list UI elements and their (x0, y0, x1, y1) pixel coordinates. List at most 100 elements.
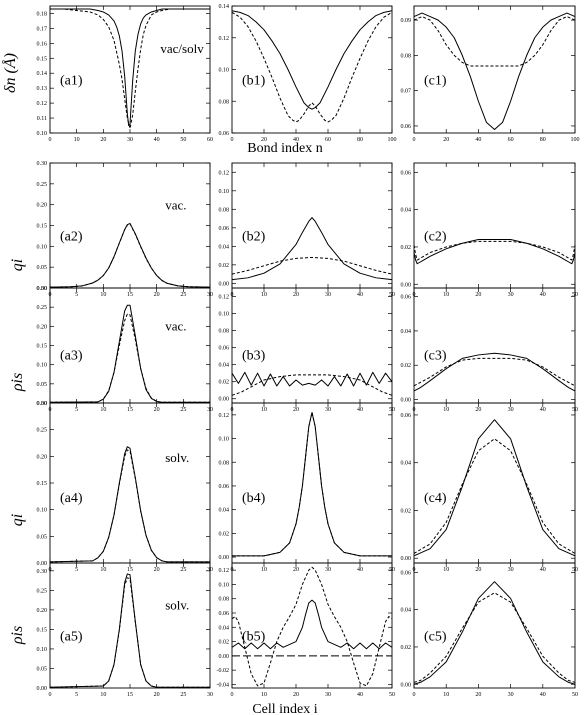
panel-label: (a5) (60, 630, 83, 645)
series-line-solid (231, 599, 393, 650)
y-tick-label: 0.10 (37, 508, 48, 514)
ylabel-row2: qi (9, 259, 26, 271)
y-tick-label: 0.10 (37, 363, 48, 369)
panel-label: (b5) (242, 630, 266, 645)
y-tick-label: 0.02 (401, 363, 412, 369)
x-tick-label: 10 (261, 692, 267, 698)
x-tick-label: 100 (388, 137, 397, 143)
y-tick-label: 0.15 (37, 481, 48, 487)
y-tick-label: 0.14 (37, 71, 48, 77)
panel-a5: 0 5 10 15 20 25 30 0.00 0.05 0.10 0.15 0.20 0.25 0.30… (37, 562, 213, 698)
y-tick-label: 0.25 (37, 428, 48, 434)
y-tick-label: 0.00 (219, 654, 230, 660)
y-tick-label: 0.02 (401, 245, 412, 251)
y-tick-label: 0.14 (219, 4, 230, 10)
y-tick-label: 0.00 (401, 556, 412, 562)
x-tick-label: 40 (540, 567, 546, 573)
panel-frame (413, 5, 576, 134)
x-tick-label: 5 (75, 692, 78, 698)
y-tick-label: 0.04 (219, 625, 230, 631)
panel-a2: 0 5 10 15 20 25 300.000.050.100.150.200.250.30… (37, 161, 214, 298)
panel-frame (413, 287, 576, 404)
panel-label: (a3) (60, 348, 83, 363)
ylabel-row3: ρis (9, 373, 26, 392)
panel-annotation: solv. (165, 450, 189, 465)
panel-annotation: vac/solv (160, 41, 204, 56)
y-tick-label: 0.18 (37, 11, 48, 17)
series-line-solid (231, 10, 393, 110)
series-line-solid (231, 217, 393, 281)
series-line-solid (232, 411, 392, 557)
y-tick-label: 0.20 (37, 324, 48, 330)
x-tick-label: 10 (443, 407, 449, 413)
x-tick-label: 40 (540, 692, 546, 698)
panel-label: (b4) (242, 491, 266, 506)
x-tick-label: 10 (443, 567, 449, 573)
panel-label: (a4) (60, 491, 83, 506)
x-tick-label: 30 (508, 292, 514, 298)
y-tick-label: 0.30 (37, 569, 48, 575)
x-tick-label: 5 (75, 407, 78, 413)
panel-a1: 0 10 20 30 40 50 60 0.10 0.11 0.12 0.13 0.14 0.15 0.1… (37, 5, 213, 143)
x-tick-label: 40 (154, 137, 160, 143)
panel-annotation: vac. (165, 319, 186, 334)
y-tick-label: 0.08 (219, 597, 230, 603)
x-tick-label: 10 (443, 292, 449, 298)
x-tick-label: 25 (180, 292, 186, 298)
series-line-dashed (232, 411, 392, 557)
x-tick-label: 40 (475, 137, 481, 143)
y-tick-label: 0.05 (37, 265, 48, 271)
y-tick-label: 0.10 (219, 437, 230, 443)
ylabel-row1: δn (Å) (1, 53, 19, 93)
y-tick-label: 0.02 (219, 640, 230, 646)
y-tick-label: 0.06 (401, 295, 412, 301)
series-line-solid (50, 8, 210, 127)
y-tick-label: 0.15 (37, 56, 48, 62)
y-tick-label: 0.06 (219, 226, 230, 232)
x-tick-label: 60 (508, 137, 514, 143)
x-tick-label: 10 (443, 692, 449, 698)
x-tick-label: 20 (475, 292, 481, 298)
panel-c5: 0 10 20 30 40 50 0.00 0.02 0.04 0.06 (c5) (401, 562, 578, 698)
x-tick-label: 0 (413, 692, 416, 698)
x-tick-label: 0 (231, 692, 234, 698)
series-line-dashed (413, 357, 576, 387)
panel-label: (c1) (424, 74, 447, 89)
ylabel-row4: qi (9, 514, 26, 526)
x-tick-label: 10 (100, 407, 106, 413)
x-tick-label: 50 (572, 692, 578, 698)
y-tick-label: 0.10 (37, 647, 48, 653)
x-tick-label: 30 (325, 567, 331, 573)
series-line-dashed (49, 313, 210, 403)
x-tick-label: 25 (180, 692, 186, 698)
x-tick-label: 20 (154, 692, 160, 698)
y-tick-label: 0.10 (37, 131, 48, 137)
x-tick-label: 20 (154, 567, 160, 573)
x-tick-label: 30 (325, 407, 331, 413)
panel-frame (49, 402, 211, 564)
y-tick-label: 0.25 (37, 588, 48, 594)
panel-frame (231, 5, 393, 134)
y-tick-label: 0.06 (219, 131, 230, 137)
y-tick-label: 0.06 (401, 124, 412, 130)
y-tick-label: 0.05 (37, 534, 48, 540)
y-tick-label: 0.00 (37, 561, 48, 567)
y-tick-label: 0.06 (401, 170, 412, 176)
y-tick-label: 0.20 (37, 203, 48, 209)
panel-c4: 0 10 20 30 40 500.000.020.040.06(c4) (401, 402, 578, 573)
panel-c1: 0 20 40 60 80 100 0.06 0.07 0.08 0.09 (c1) (401, 5, 580, 143)
series-line-dashed (413, 438, 576, 554)
y-tick-label: 0.12 (219, 36, 230, 42)
y-tick-label: -0.04 (217, 682, 230, 688)
y-tick-label: 0.06 (401, 413, 412, 419)
x-tick-label: 40 (540, 292, 546, 298)
series-line-dashed (231, 11, 393, 123)
x-tick-label: 0 (231, 137, 234, 143)
x-tick-label: 40 (357, 292, 363, 298)
y-tick-label: 0.08 (219, 460, 230, 466)
x-tick-label: 20 (293, 567, 299, 573)
y-tick-label: 0.25 (37, 305, 48, 311)
y-tick-label: 0.12 (37, 101, 48, 107)
panel-label: (a2) (60, 230, 83, 245)
